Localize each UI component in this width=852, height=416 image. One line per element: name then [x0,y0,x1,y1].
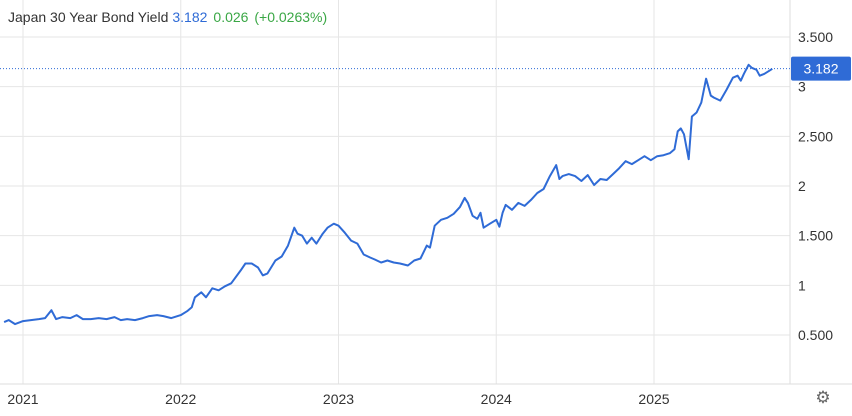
series-line [3,63,773,326]
x-tick-label: 2021 [7,391,38,407]
gear-icon[interactable]: ⚙ [815,388,831,407]
x-tick-label: 2024 [481,391,512,407]
y-tick-label: 1.500 [798,228,833,244]
y-tick-label: 2.500 [798,128,833,144]
y-tick-label: 0.500 [798,327,833,343]
x-tick-label: 2025 [638,391,669,407]
x-tick-label: 2023 [323,391,354,407]
last-value-badge [791,56,851,81]
last-value-label: 3.182 [803,61,838,77]
y-tick-label: 3 [798,79,806,95]
y-tick-label: 2 [798,178,806,194]
y-tick-label: 3.500 [798,29,833,45]
y-tick-label: 1 [798,277,806,293]
chart-title: Japan 30 Year Bond Yield [8,9,169,25]
change-value: 0.026 [213,9,249,25]
change-percent: (+0.0263%) [254,9,328,25]
x-tick-label: 2022 [165,391,196,407]
